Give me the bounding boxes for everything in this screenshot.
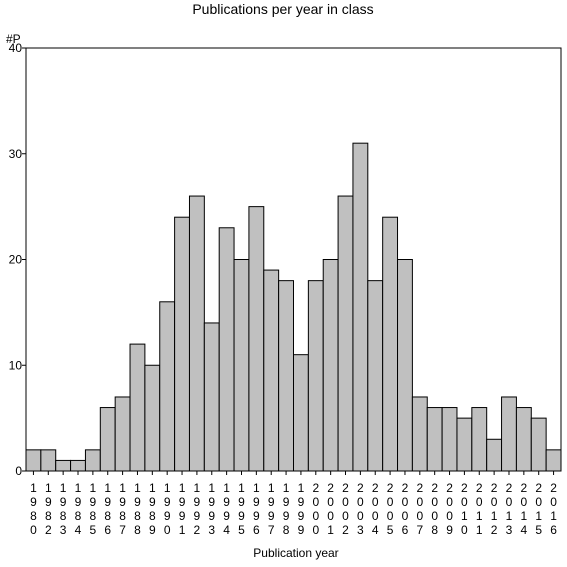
bar-1987 bbox=[114, 396, 131, 472]
bar-2010 bbox=[456, 417, 473, 472]
x-axis: 1 9 8 0 1 9 8 2 1 9 8 3 1 9 8 4 1 9 8 5 1 9 8 6 1 9 8 7 1 9 8 8 1 9 8 9 1 9 9 0… bbox=[30, 471, 557, 537]
bar-1992 bbox=[188, 195, 205, 472]
bar-2003 bbox=[352, 142, 369, 472]
bar-1983 bbox=[55, 459, 72, 472]
bar-1985 bbox=[84, 449, 101, 472]
bar-1989 bbox=[144, 364, 161, 472]
bar-1996 bbox=[248, 206, 265, 472]
bar-1982 bbox=[40, 449, 57, 472]
bar-1994 bbox=[218, 227, 235, 472]
bar-1991 bbox=[174, 216, 190, 472]
bar-1980 bbox=[25, 449, 42, 472]
y-tick-label: 20 bbox=[9, 253, 23, 267]
bar-2002 bbox=[337, 195, 354, 472]
bar-2000 bbox=[307, 280, 324, 472]
bar-2016 bbox=[545, 449, 562, 472]
y-tick-label: 0 bbox=[15, 464, 22, 478]
bar-1988 bbox=[129, 343, 146, 472]
bar-2014 bbox=[515, 407, 532, 472]
bar-2001 bbox=[322, 259, 339, 472]
y-tick-label: 10 bbox=[9, 358, 23, 372]
y-tick-label: 40 bbox=[9, 41, 23, 55]
bar-1993 bbox=[203, 322, 220, 472]
bar-2013 bbox=[501, 396, 517, 472]
bar-2009 bbox=[441, 407, 458, 472]
bar-2015 bbox=[530, 417, 547, 472]
bar-1998 bbox=[278, 280, 294, 472]
y-axis: 0 10 20 30 40 bbox=[9, 41, 26, 478]
bar-2005 bbox=[382, 216, 399, 472]
bar-2004 bbox=[367, 280, 384, 472]
bar-1984 bbox=[70, 459, 86, 472]
x-axis-label: Publication year bbox=[253, 546, 338, 560]
bar-2006 bbox=[397, 259, 413, 472]
y-tick-label: 30 bbox=[9, 147, 23, 161]
bars bbox=[25, 142, 562, 472]
bar-2007 bbox=[411, 396, 428, 472]
bar-2008 bbox=[426, 407, 443, 472]
bar-1990 bbox=[159, 301, 176, 472]
bar-1995 bbox=[233, 259, 250, 472]
bar-1986 bbox=[99, 407, 116, 472]
chart-title: Publications per year in class bbox=[192, 1, 373, 17]
bar-1997 bbox=[263, 269, 280, 472]
y-axis-label: #P bbox=[6, 32, 21, 46]
bar-2011 bbox=[471, 407, 488, 472]
bar-2012 bbox=[486, 438, 503, 472]
bar-1999 bbox=[293, 354, 309, 472]
